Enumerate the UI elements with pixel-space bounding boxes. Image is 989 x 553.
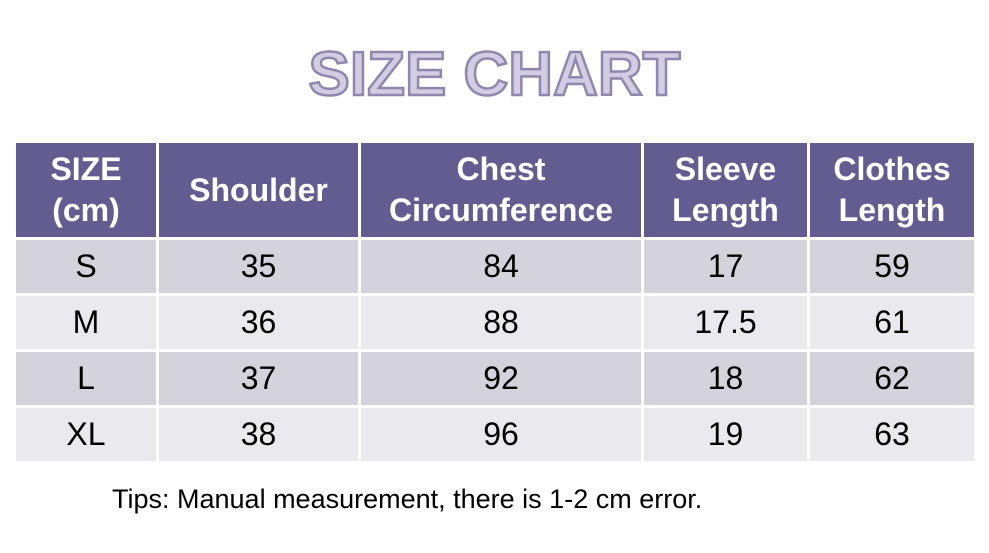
cell-sleeve: 17.5 xyxy=(641,293,810,352)
cell-chest: 84 xyxy=(358,237,644,296)
size-chart-table: SIZE (cm) Shoulder Chest Circumference S… xyxy=(13,140,977,464)
table-row: S 35 84 17 59 xyxy=(13,237,977,296)
cell-shoulder: 38 xyxy=(156,405,361,464)
cell-shoulder: 37 xyxy=(156,349,361,408)
table-header-row: SIZE (cm) Shoulder Chest Circumference S… xyxy=(13,140,977,240)
cell-chest: 88 xyxy=(358,293,644,352)
cell-shoulder: 35 xyxy=(156,237,361,296)
cell-clothes-length: 61 xyxy=(807,293,977,352)
cell-size: M xyxy=(13,293,159,352)
cell-clothes-length: 63 xyxy=(807,405,977,464)
column-header-size: SIZE (cm) xyxy=(13,140,159,240)
measurement-tip: Tips: Manual measurement, there is 1-2 c… xyxy=(112,484,703,514)
cell-size: S xyxy=(13,237,159,296)
cell-sleeve: 17 xyxy=(641,237,810,296)
cell-clothes-length: 62 xyxy=(807,349,977,408)
cell-chest: 96 xyxy=(358,405,644,464)
table-row: XL 38 96 19 63 xyxy=(13,405,977,464)
table-row: M 36 88 17.5 61 xyxy=(13,293,977,352)
cell-sleeve: 19 xyxy=(641,405,810,464)
column-header-sleeve-length: Sleeve Length xyxy=(641,140,810,240)
cell-size: XL xyxy=(13,405,159,464)
column-header-clothes-length: Clothes Length xyxy=(807,140,977,240)
cell-size: L xyxy=(13,349,159,408)
table-row: L 37 92 18 62 xyxy=(13,349,977,408)
page-title: SIZE CHART xyxy=(307,39,682,111)
cell-sleeve: 18 xyxy=(641,349,810,408)
column-header-shoulder: Shoulder xyxy=(156,140,361,240)
cell-shoulder: 36 xyxy=(156,293,361,352)
cell-clothes-length: 59 xyxy=(807,237,977,296)
cell-chest: 92 xyxy=(358,349,644,408)
column-header-chest-circumference: Chest Circumference xyxy=(358,140,644,240)
